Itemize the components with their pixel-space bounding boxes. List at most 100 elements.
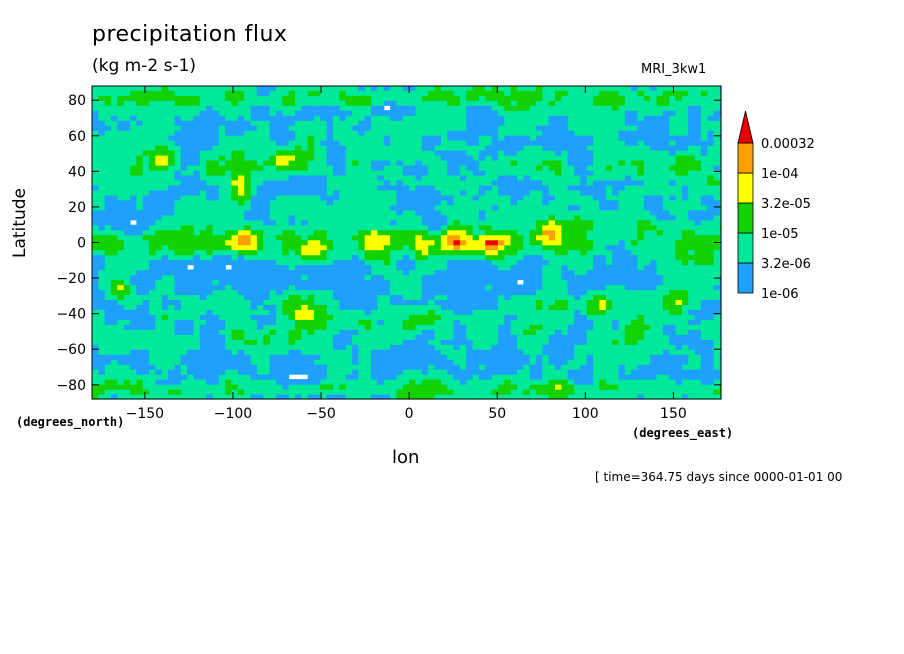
field-cell <box>548 309 556 315</box>
field-cell <box>415 224 423 231</box>
field-cell <box>282 189 290 196</box>
field-cell <box>314 95 321 101</box>
field-cell <box>136 140 144 146</box>
field-cell <box>453 86 461 91</box>
field-cell <box>282 259 290 266</box>
field-cell <box>333 125 340 131</box>
field-cell <box>478 140 486 146</box>
field-cell <box>371 384 378 390</box>
field-cell <box>542 100 550 106</box>
field-cell <box>574 155 581 161</box>
field-cell <box>428 194 436 201</box>
field-cell <box>244 155 252 161</box>
field-cell <box>472 110 480 116</box>
field-cell <box>561 150 569 156</box>
field-cell <box>466 384 474 390</box>
field-cell <box>396 274 404 281</box>
field-cell <box>333 214 340 221</box>
field-cell <box>409 369 416 375</box>
field-cell <box>117 130 125 136</box>
field-cell <box>358 160 366 166</box>
field-cell <box>542 214 550 221</box>
field-cell <box>155 100 163 106</box>
field-cell <box>98 90 106 96</box>
field-cell <box>548 324 556 330</box>
field-cell <box>497 359 505 365</box>
field-cell <box>561 329 569 335</box>
field-cell <box>459 140 467 146</box>
field-cell <box>453 324 461 330</box>
field-cell <box>301 219 309 226</box>
field-cell <box>371 229 378 236</box>
field-cell <box>383 379 391 385</box>
field-cell <box>352 324 359 330</box>
field-cell <box>536 145 543 151</box>
field-cell <box>263 249 271 256</box>
field-cell <box>111 165 118 171</box>
field-cell <box>199 339 207 345</box>
field-cell <box>161 184 169 191</box>
field-cell <box>307 264 315 271</box>
field-cell <box>314 125 321 131</box>
field-cell <box>396 184 404 191</box>
field-cell <box>396 165 404 171</box>
field-cell <box>263 254 271 261</box>
field-cell <box>409 354 416 360</box>
field-cell <box>111 274 118 281</box>
field-cell <box>269 314 277 320</box>
field-cell <box>250 394 258 400</box>
field-cell <box>92 140 99 146</box>
field-cell <box>364 155 372 161</box>
field-cell <box>485 209 493 216</box>
field-cell <box>491 374 499 380</box>
field-cell <box>364 259 372 266</box>
field-cell <box>320 130 328 136</box>
field-cell <box>92 354 99 360</box>
field-cell <box>415 269 423 276</box>
field-cell <box>117 199 125 206</box>
field-cell <box>149 364 156 370</box>
field-cell <box>256 160 264 166</box>
field-cell <box>314 294 321 300</box>
field-cell <box>542 165 550 171</box>
field-cell <box>567 174 575 181</box>
field-cell <box>364 184 372 191</box>
field-cell <box>371 165 378 171</box>
field-cell <box>225 155 233 161</box>
field-cell <box>472 264 480 271</box>
field-cell <box>345 254 353 261</box>
field-cell <box>295 354 302 360</box>
field-cell <box>466 259 474 266</box>
field-cell <box>396 354 404 360</box>
field-cell <box>333 95 340 101</box>
field-cell <box>574 90 581 96</box>
field-cell <box>212 229 220 236</box>
field-cell <box>409 334 416 340</box>
field-cell <box>561 239 569 246</box>
field-cell <box>580 349 588 355</box>
field-cell <box>574 389 581 395</box>
field-cell <box>383 155 391 161</box>
field-cell <box>485 249 493 256</box>
field-cell <box>536 194 543 201</box>
field-cell <box>561 374 569 380</box>
field-cell <box>174 334 182 340</box>
field-cell <box>536 115 543 121</box>
field-cell <box>288 209 296 216</box>
field-cell <box>288 294 296 300</box>
field-cell <box>409 100 416 106</box>
field-cell <box>358 86 366 91</box>
field-cell <box>586 90 594 96</box>
field-cell <box>377 279 385 286</box>
field-cell <box>92 324 99 330</box>
field-cell <box>561 299 569 305</box>
field-cell <box>263 179 271 186</box>
field-cell <box>218 100 226 106</box>
field-cell <box>295 135 302 141</box>
field-cell <box>111 209 118 216</box>
field-cell <box>263 229 271 236</box>
field-cell <box>447 219 455 226</box>
field-cell <box>580 199 588 206</box>
field-cell <box>142 105 150 111</box>
field-cell <box>187 269 194 276</box>
